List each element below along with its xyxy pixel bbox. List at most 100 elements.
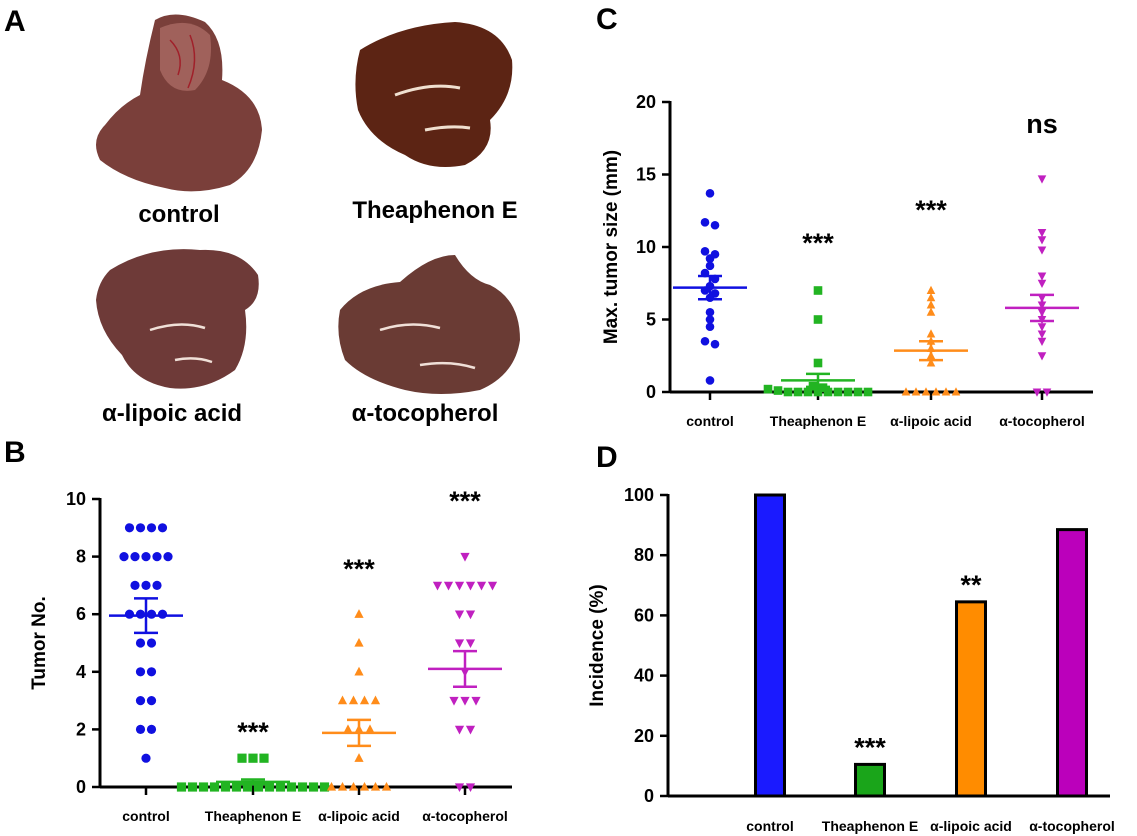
chart-c-data-point xyxy=(783,387,793,397)
panel-letter-a: A xyxy=(4,5,26,38)
chart-b-data-point xyxy=(237,753,247,763)
chart-c-data-point xyxy=(813,387,823,397)
chart-b-data-point xyxy=(146,667,157,677)
chart-b-data-point xyxy=(146,523,157,533)
chart-b-data-point xyxy=(465,610,476,620)
chart-b-data-point xyxy=(135,609,146,619)
tumor-number-chart: 0 2 4 6 8 10 Tumor No. control Theaphenon E *** α-… xyxy=(29,486,512,824)
chart-c-data-point xyxy=(911,387,921,396)
chart-c-y-tick-label: 5 xyxy=(646,310,656,330)
panel-letter-d: D xyxy=(596,441,618,474)
chart-c-data-point xyxy=(1032,388,1042,397)
panel-a-photos: control Theaphenon E α-lipoic acid α-toc… xyxy=(96,14,520,427)
chart-b-data-point xyxy=(146,724,157,735)
chart-d-bar xyxy=(955,600,987,798)
chart-b-data-point xyxy=(337,695,348,705)
chart-b-significance-label: *** xyxy=(449,486,481,516)
liver-photo-lipoic xyxy=(96,249,259,389)
chart-b-data-point xyxy=(326,781,337,791)
chart-c-data-point xyxy=(803,387,813,397)
chart-d-significance-label: ** xyxy=(960,570,982,600)
liver-shape-theaphenon xyxy=(355,22,513,168)
chart-c-significance-label: *** xyxy=(915,195,947,225)
chart-b-data-point xyxy=(141,753,151,763)
chart-c-category-label: Theaphenon E xyxy=(770,413,866,429)
chart-b-data-point xyxy=(454,725,465,735)
chart-c-y-axis-title: Max. tumor size (mm) xyxy=(601,150,622,344)
photo-label-lipoic: α-lipoic acid xyxy=(102,400,242,427)
chart-c-data-point xyxy=(1037,272,1047,281)
chart-c-data-point xyxy=(1037,229,1047,238)
chart-d-category-label: α-tocopherol xyxy=(1029,818,1115,834)
chart-d-y-tick-label: 60 xyxy=(634,605,654,625)
chart-b-data-point xyxy=(124,609,135,619)
chart-d-y-tick-label: 80 xyxy=(634,545,654,565)
chart-b-data-point xyxy=(359,695,370,705)
photo-label-control: control xyxy=(138,201,219,228)
chart-b-data-point xyxy=(348,781,359,791)
chart-b-data-point xyxy=(135,724,146,735)
chart-b-data-point xyxy=(242,782,253,792)
incidence-chart: 0 20 40 60 80 100 Incidence (%) control Theaphen… xyxy=(587,485,1115,834)
chart-c-data-point xyxy=(705,376,715,385)
chart-b-data-point xyxy=(135,667,146,677)
chart-b-data-point xyxy=(343,724,353,734)
liver-photo-tocopherol xyxy=(338,255,520,394)
chart-c-y-tick-label: 0 xyxy=(646,382,656,402)
liver-lobe-control xyxy=(160,22,211,91)
chart-c-data-point xyxy=(941,387,951,396)
chart-b-data-point xyxy=(130,580,140,591)
chart-c-data-point xyxy=(705,315,715,324)
chart-b-data-point xyxy=(465,725,476,735)
chart-b-data-point xyxy=(198,782,209,792)
chart-c-data-point xyxy=(773,386,783,395)
liver-shine-theaphenon xyxy=(394,84,471,132)
chart-d-y-axis-title: Incidence (%) xyxy=(587,584,608,706)
chart-c-significance-label: ns xyxy=(1026,109,1058,139)
chart-c-y-tick-label: 20 xyxy=(636,92,656,112)
chart-b-category-label: α-lipoic acid xyxy=(318,808,400,824)
liver-shine-tocopherol xyxy=(379,323,476,370)
chart-d-y-tick-label: 40 xyxy=(634,666,654,686)
chart-b-data-point xyxy=(354,637,364,647)
chart-c-data-point xyxy=(813,358,823,368)
chart-b-data-point xyxy=(152,580,162,591)
chart-c-data-point xyxy=(710,249,720,259)
chart-d-category-label: control xyxy=(746,818,793,834)
chart-d-significance-label: *** xyxy=(854,732,886,762)
chart-b-data-point xyxy=(337,781,348,791)
liver-photo-theaphenon xyxy=(355,22,513,168)
chart-c-data-point xyxy=(931,387,941,396)
tumor-size-chart: 0 5 10 15 20 Max. tumor size (mm) control Theap… xyxy=(601,92,1093,429)
chart-b-data-point xyxy=(135,696,146,706)
chart-d-y-tick-label: 20 xyxy=(634,726,654,746)
chart-c-data-point xyxy=(951,387,961,396)
chart-c-data-point xyxy=(926,329,936,338)
chart-b-data-point xyxy=(220,782,231,792)
chart-c-data-point xyxy=(1037,337,1047,346)
chart-b-data-point xyxy=(264,782,275,792)
chart-c-data-point xyxy=(1037,175,1047,184)
chart-b-y-tick-label: 8 xyxy=(76,547,86,567)
chart-b-data-point xyxy=(348,695,359,705)
chart-b-data-point xyxy=(176,782,187,792)
chart-b-data-point xyxy=(465,581,476,591)
chart-b-significance-label: *** xyxy=(343,554,375,584)
chart-b-data-point xyxy=(253,782,264,792)
chart-c-data-point xyxy=(1037,236,1047,245)
chart-c-data-point xyxy=(863,387,873,397)
chart-b-data-point xyxy=(465,783,476,793)
chart-b-data-point xyxy=(370,695,381,705)
chart-c-data-point xyxy=(921,387,931,396)
chart-b-y-tick-label: 4 xyxy=(76,662,86,682)
chart-b-data-point xyxy=(471,696,481,706)
chart-c-data-point xyxy=(926,358,936,367)
chart-c-data-point xyxy=(926,307,936,316)
chart-b-y-axis-title: Tumor No. xyxy=(29,596,50,690)
chart-b-data-point xyxy=(381,781,392,791)
panel-letter-c: C xyxy=(596,3,618,36)
chart-b-data-point xyxy=(146,638,157,648)
chart-b-data-point xyxy=(135,523,146,533)
chart-b-data-point xyxy=(141,580,151,591)
